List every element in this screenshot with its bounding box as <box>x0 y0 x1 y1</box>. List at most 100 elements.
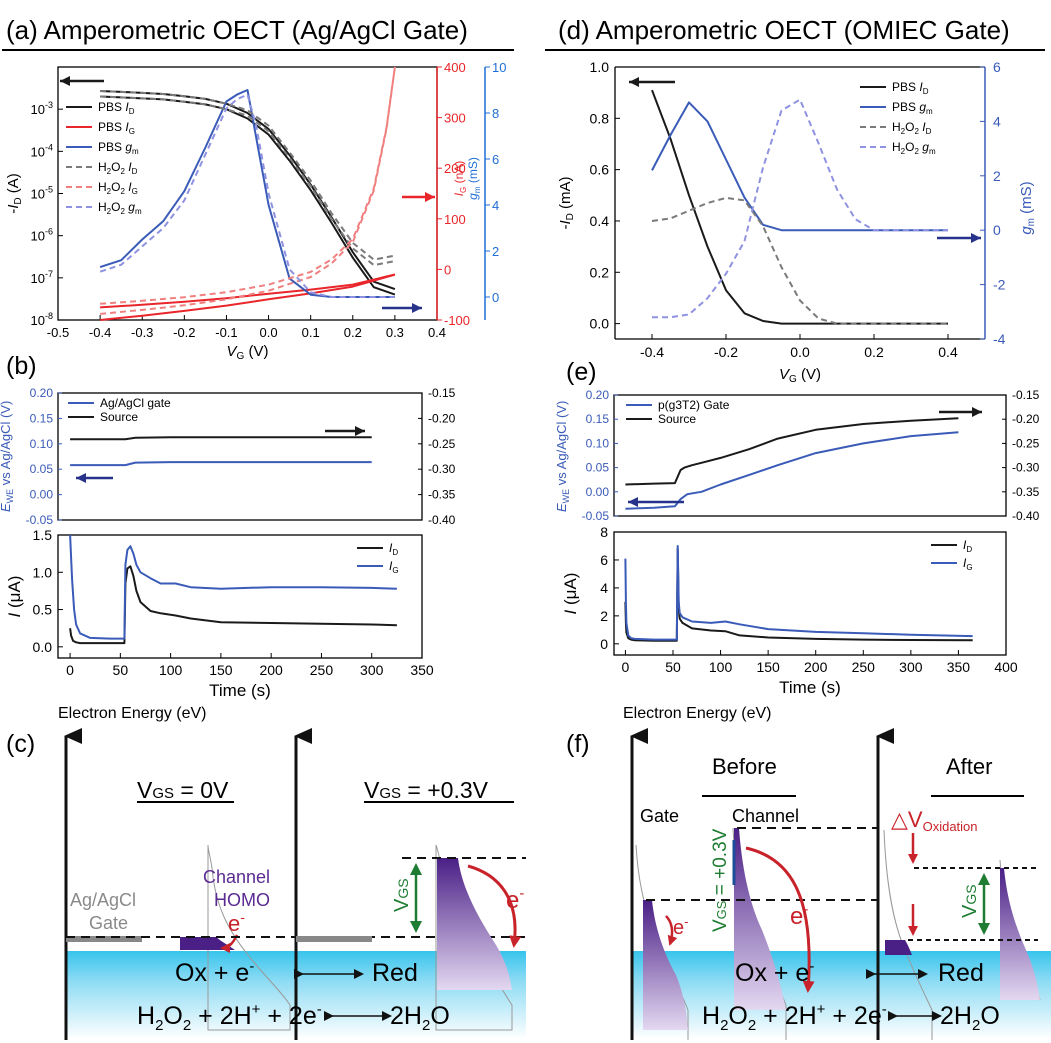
legend-text: PBS <box>98 120 125 134</box>
y-axis-label-part: I <box>557 220 574 224</box>
f-electrolyte <box>632 951 1051 1039</box>
legend-e_bot-1-label: IG <box>963 556 973 572</box>
legend-b_bot-1-label: IG <box>389 559 399 575</box>
legend-sub: 2 <box>914 127 919 136</box>
legend-symbol: I <box>128 160 132 174</box>
y-tick-label: -0.05 <box>582 509 610 523</box>
chart-b-bottom: 0 50 100 150 200 250 300 350 0.0 0.5 1.0 1.5 Time (s… <box>5 527 434 700</box>
y3-tick-label: 4 <box>492 198 499 213</box>
legend-a-5: H2O2 gm <box>66 200 142 216</box>
y-axis-label-part: WE <box>561 489 571 504</box>
arrow-ig-axis <box>402 192 435 202</box>
legend-d-3-label: H2O2 gm <box>892 140 936 156</box>
y2-axis-label-part: (mS) <box>1018 181 1035 218</box>
legend-sub: 2 <box>107 187 112 196</box>
legend-a-4-label: H2O2 IG <box>98 180 138 196</box>
series-h2o2-i_d <box>651 196 948 325</box>
y-tick-label: 0.05 <box>30 462 54 476</box>
f-energy-label: Electron Energy (eV) <box>623 705 772 722</box>
y-tick-label: 0.00 <box>586 485 610 499</box>
y-tick-label: 0.5 <box>33 602 53 618</box>
x-tick-label: 150 <box>756 659 780 675</box>
diagram-c: (c) Electron Energy (eV) VGS = 0V VGS = … <box>6 705 526 1040</box>
legend-sub: D <box>923 87 929 96</box>
x-tick-label: 300 <box>360 662 384 678</box>
y2-tick-label: -0.40 <box>428 513 456 527</box>
legend-symbol: I <box>963 556 967 570</box>
y-axis-label-part: (mA) <box>557 176 574 213</box>
y-tick-label: 10-4 <box>31 142 53 159</box>
c-dos-right-fill <box>437 858 512 990</box>
series-pbs-i_d <box>651 89 948 325</box>
y2-tick-label: -0.35 <box>1012 485 1040 499</box>
f-after-channel-fill <box>1000 868 1040 1000</box>
y2-tick-label: 300 <box>444 111 466 126</box>
f-vgs-eq-label: VGS = +0.3V <box>710 828 731 932</box>
x-axis-label-part: V <box>779 366 791 383</box>
y-axis-label: -ID (mA) <box>557 176 576 229</box>
y-axis-label-part: D <box>565 213 576 220</box>
legend-symbol: g <box>125 140 132 154</box>
y-axis-label-part: - <box>5 209 22 214</box>
legend-text: O <box>905 120 914 134</box>
x-tick-label: -0.4 <box>89 325 111 340</box>
y2-tick-label: -0.25 <box>1012 436 1040 450</box>
x-tick-label: 0.2 <box>344 325 362 340</box>
chart-a: -0.5 -0.4 -0.3 -0.2 -0.1 0.0 0.1 0.2 0.3 0.410-81… <box>5 60 506 362</box>
legend-a-1: PBS IG <box>66 120 135 136</box>
y3-axis-label: gm (mS) <box>466 157 482 200</box>
chart-d: -0.4 -0.2 0.0 0.2 0.40.00.20.40.60.81.0-4-20… <box>557 59 1037 385</box>
y-tick-label: 0.4 <box>590 213 610 229</box>
x-tick-label: 0.0 <box>260 325 278 340</box>
plot-frame <box>613 394 1007 517</box>
y3-axis-label-part: (mS) <box>466 157 480 186</box>
arrow-gate-axis-head <box>628 497 638 507</box>
x-tick-label: 0.0 <box>790 344 810 360</box>
legend-d-1: PBS gm <box>860 100 933 116</box>
y-tick-label: 6 <box>600 552 608 568</box>
y-tick-label: 8 <box>600 524 608 540</box>
y-axis-label-part: vs Ag/AgCl (V) <box>554 401 569 489</box>
legend-b_top-1: Source <box>68 410 138 424</box>
y-tick-label: 0.0 <box>33 639 53 655</box>
y2-axis-label-part: m <box>1026 218 1037 226</box>
chart-e-top: -0.05 0.00 0.05 0.10 0.15 0.20 -0.40 -0.35 -0.30… <box>554 388 1040 523</box>
y-axis-label-unit: (μA) <box>5 576 24 613</box>
y2-tick-label: 400 <box>444 60 466 75</box>
f-delta-v: △VOxidation <box>891 807 978 834</box>
y2-tick-label: -0.25 <box>428 437 456 451</box>
legend-sub: D <box>129 107 135 116</box>
series-source <box>625 417 959 486</box>
x-tick-label: 0 <box>66 662 74 678</box>
y-tick-label: 0.15 <box>586 412 610 426</box>
legend-a-3-label: H2O2 ID <box>98 160 138 176</box>
c-vgs-left-title: VGS = 0V <box>137 777 229 803</box>
legend-e_top-0: p(g3T2) Gate <box>626 398 730 412</box>
arrow-left-axis-head <box>60 76 70 86</box>
y-tick-label: 4 <box>600 580 608 596</box>
x-tick-label: 200 <box>259 662 283 678</box>
c-eq1-left: Ox + e- <box>175 958 254 987</box>
legend-text: H <box>892 140 901 154</box>
series-i_d <box>69 565 397 645</box>
c-gate-level-left <box>66 936 142 942</box>
arrow-gate-axis <box>76 473 113 483</box>
y-axis-label-unit: (μA) <box>561 573 580 610</box>
legend-sub: 2 <box>901 147 906 156</box>
y2-tick-label: -0.15 <box>1012 388 1040 402</box>
y2-tick-label: -2 <box>993 277 1006 293</box>
legend-sub: G <box>392 566 398 575</box>
y2-tick-label: 2 <box>993 168 1001 184</box>
x-axis-label: Time (s) <box>779 678 841 697</box>
c-electron-right: e- <box>506 885 524 914</box>
y2-tick-label: -4 <box>993 331 1006 347</box>
series-i_g <box>624 545 973 641</box>
legend-symbol: g <box>922 140 929 154</box>
legend-a-4: H2O2 IG <box>66 180 138 196</box>
y-tick-label: 0.00 <box>30 488 54 502</box>
x-tick-label: 250 <box>310 662 334 678</box>
legend-d-0-label: PBS ID <box>892 80 929 96</box>
y-tick-label: 0.0 <box>590 316 610 332</box>
legend-sub: G <box>966 563 972 572</box>
c-energy-label: Electron Energy (eV) <box>58 705 207 722</box>
